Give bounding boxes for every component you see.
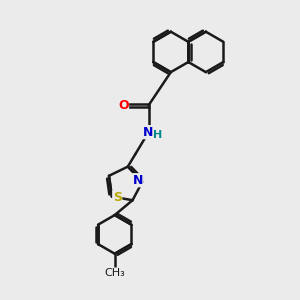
- Text: N: N: [133, 174, 143, 187]
- Text: O: O: [118, 99, 129, 112]
- Text: N: N: [143, 126, 154, 139]
- Text: H: H: [153, 130, 162, 140]
- Text: CH₃: CH₃: [104, 268, 125, 278]
- Text: S: S: [113, 191, 122, 204]
